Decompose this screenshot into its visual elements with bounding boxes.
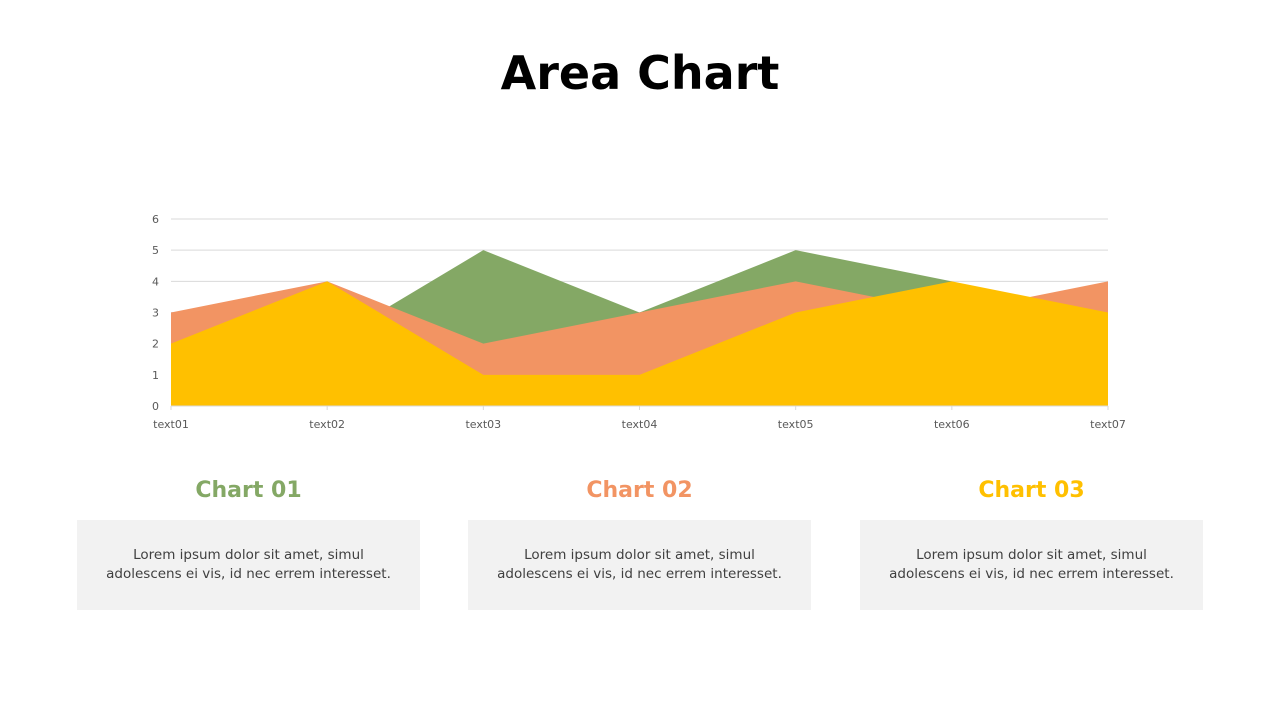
x-tick-label: text04	[622, 418, 658, 431]
x-tick-label: text05	[778, 418, 814, 431]
card-title-1: Chart 01	[195, 478, 302, 503]
card-2: Lorem ipsum dolor sit amet, simul adoles…	[468, 520, 811, 610]
x-tick-label: text07	[1090, 418, 1126, 431]
y-tick-label: 2	[152, 338, 159, 351]
page-title: Area Chart	[500, 46, 780, 100]
card-title-3: Chart 03	[978, 478, 1085, 503]
y-tick-label: 5	[152, 244, 159, 257]
card-text-2: Lorem ipsum dolor sit amet, simul adoles…	[497, 547, 782, 582]
card-title-2: Chart 02	[586, 478, 693, 503]
y-tick-label: 3	[152, 307, 159, 320]
y-tick-label: 6	[152, 213, 159, 226]
x-tick-label: text02	[309, 418, 345, 431]
area-chart: 0 1 2 3 4 5 6 text01 text02 text03 text04 text05 tex…	[152, 213, 1126, 431]
x-tick-label: text06	[934, 418, 970, 431]
x-tick-label: text01	[153, 418, 189, 431]
y-tick-label: 0	[152, 400, 159, 413]
card-3: Lorem ipsum dolor sit amet, simul adoles…	[860, 520, 1203, 610]
y-tick-label: 4	[152, 275, 159, 288]
card-text-3: Lorem ipsum dolor sit amet, simul adoles…	[889, 547, 1174, 582]
y-tick-label: 1	[152, 369, 159, 382]
card-text-1: Lorem ipsum dolor sit amet, simul adoles…	[106, 547, 391, 582]
area-series-3	[171, 281, 1108, 406]
x-tick-label: text03	[465, 418, 501, 431]
card-1: Lorem ipsum dolor sit amet, simul adoles…	[77, 520, 420, 610]
